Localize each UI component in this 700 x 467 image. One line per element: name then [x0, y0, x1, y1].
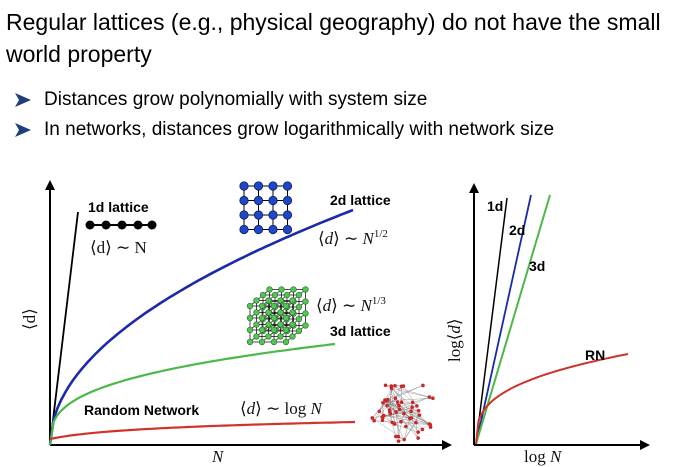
label-right-2d: 2d [509, 222, 525, 238]
label-right-1d: 1d [487, 198, 503, 214]
bullet-text: In networks, distances grow logarithmica… [44, 119, 555, 140]
right-plot: 1d 2d 3d RN log N log⟨d⟩ [445, 183, 650, 466]
cube-lattice-icon [246, 286, 309, 346]
right-y-axis-label: log⟨d⟩ [445, 319, 464, 363]
bullet-list: Distances grow polynomially with system … [14, 85, 554, 145]
arrow-bullet-icon [15, 93, 31, 107]
right-curve-1d [475, 197, 508, 445]
random-network-icon [370, 383, 435, 443]
formula-2d: ⟨d⟩ ∼ N1/2 [318, 228, 388, 248]
right-x-axis-label: log N [524, 447, 563, 466]
right-curve-3d [475, 194, 551, 445]
label-1d-lattice: 1d lattice [88, 199, 149, 215]
left-y-axis-label: ⟨d⟩ [20, 308, 39, 330]
label-2d-lattice: 2d lattice [330, 192, 391, 208]
right-curve-2d [475, 194, 532, 445]
formula-3d: ⟨d⟩ ∼ N1/3 [316, 295, 386, 315]
curve-rn [49, 420, 356, 441]
formula-1d: ⟨d⟩ ∼ N [90, 238, 147, 257]
bullet-text: Distances grow polynomially with system … [44, 89, 428, 110]
chain-lattice-icon [85, 220, 157, 230]
label-random-network: Random Network [84, 402, 199, 418]
label-right-3d: 3d [529, 258, 545, 274]
right-curve-rn [475, 353, 629, 445]
bullet-item: In networks, distances grow logarithmica… [14, 115, 554, 145]
left-plot: 1d lattice 2d lattice 3d lattice Random … [20, 180, 452, 466]
curve-1d [49, 211, 79, 446]
label-right-rn: RN [585, 347, 605, 363]
formula-rn: ⟨d⟩ ∼ log N [240, 399, 324, 418]
slide-title: Regular lattices (e.g., physical geograp… [6, 9, 661, 67]
left-x-axis-label: N [211, 447, 225, 466]
bullet-item: Distances grow polynomially with system … [14, 85, 554, 115]
curve-3d [48, 342, 336, 446]
grid-lattice-icon [239, 181, 293, 235]
arrow-bullet-icon [15, 123, 31, 137]
curve-2d [48, 208, 354, 446]
label-3d-lattice: 3d lattice [330, 323, 391, 339]
